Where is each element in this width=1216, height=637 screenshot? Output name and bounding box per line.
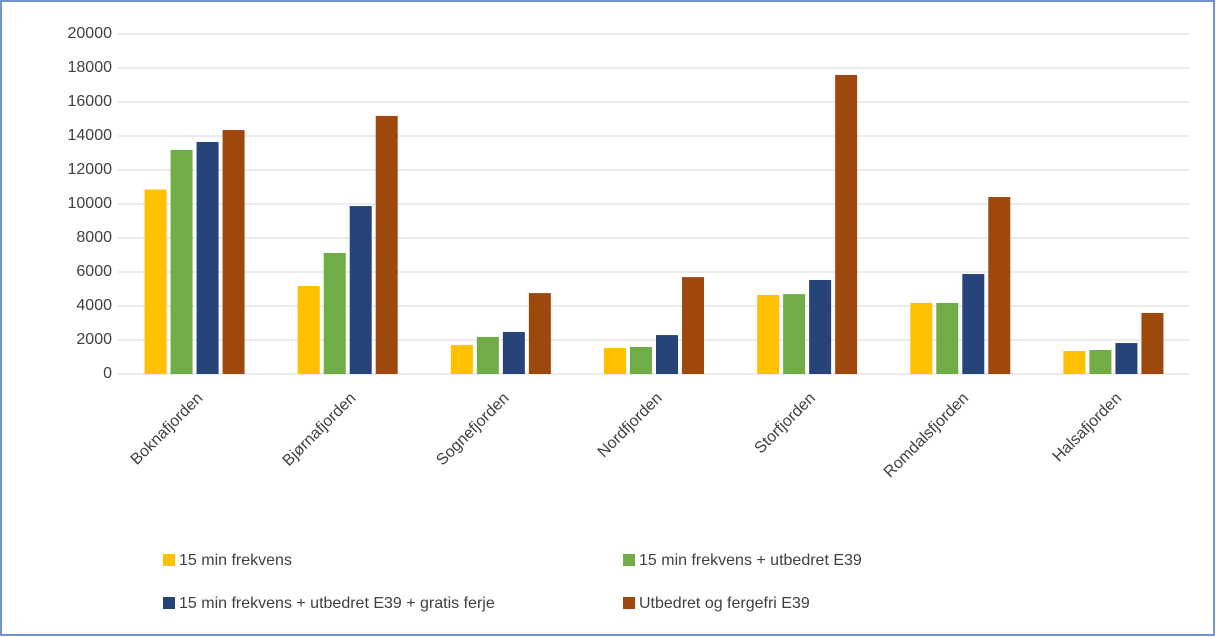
legend-swatch: [623, 597, 635, 609]
bar: [988, 197, 1011, 374]
bar: [502, 332, 525, 374]
bar: [936, 302, 959, 374]
bar: [682, 277, 704, 374]
legend-label: 15 min frekvens + utbedret E39 + gratis …: [179, 595, 495, 612]
y-tick-label: 20000: [68, 25, 113, 42]
bar: [476, 336, 499, 374]
bar: [375, 115, 398, 374]
bar: [222, 130, 245, 374]
bar: [144, 189, 167, 374]
bar: [656, 335, 678, 374]
bar: [349, 206, 372, 374]
bar: [910, 302, 933, 374]
legend-label: 15 min frekvens: [179, 552, 292, 569]
bar: [783, 294, 806, 374]
bar: [630, 346, 652, 374]
bar: [1115, 343, 1138, 374]
y-tick-label: 4000: [76, 297, 112, 314]
y-tick-label: 14000: [68, 127, 113, 144]
bar: [196, 141, 219, 374]
bar: [323, 252, 346, 374]
legend-label: Utbedret og fergefri E39: [639, 595, 810, 612]
bar: [450, 345, 473, 374]
bar: [297, 285, 320, 374]
bar: [962, 274, 985, 374]
bar: [1089, 350, 1112, 374]
bar: [528, 293, 551, 374]
bar: [170, 149, 193, 374]
y-tick-label: 10000: [68, 195, 113, 212]
y-tick-label: 18000: [68, 59, 113, 76]
y-tick-label: 16000: [68, 93, 113, 110]
y-tick-label: 12000: [68, 161, 113, 178]
legend-swatch: [623, 554, 635, 566]
y-tick-label: 6000: [76, 263, 112, 280]
bar: [835, 74, 858, 374]
legend-label: 15 min frekvens + utbedret E39: [639, 552, 862, 569]
legend-swatch: [163, 554, 175, 566]
bar: [1141, 312, 1164, 374]
y-tick-label: 0: [103, 365, 112, 382]
bar: [809, 279, 832, 374]
bar: [604, 347, 626, 374]
bar: [1063, 351, 1086, 374]
legend-swatch: [163, 597, 175, 609]
y-tick-label: 2000: [76, 331, 112, 348]
bar: [757, 294, 780, 374]
y-tick-label: 8000: [76, 229, 112, 246]
